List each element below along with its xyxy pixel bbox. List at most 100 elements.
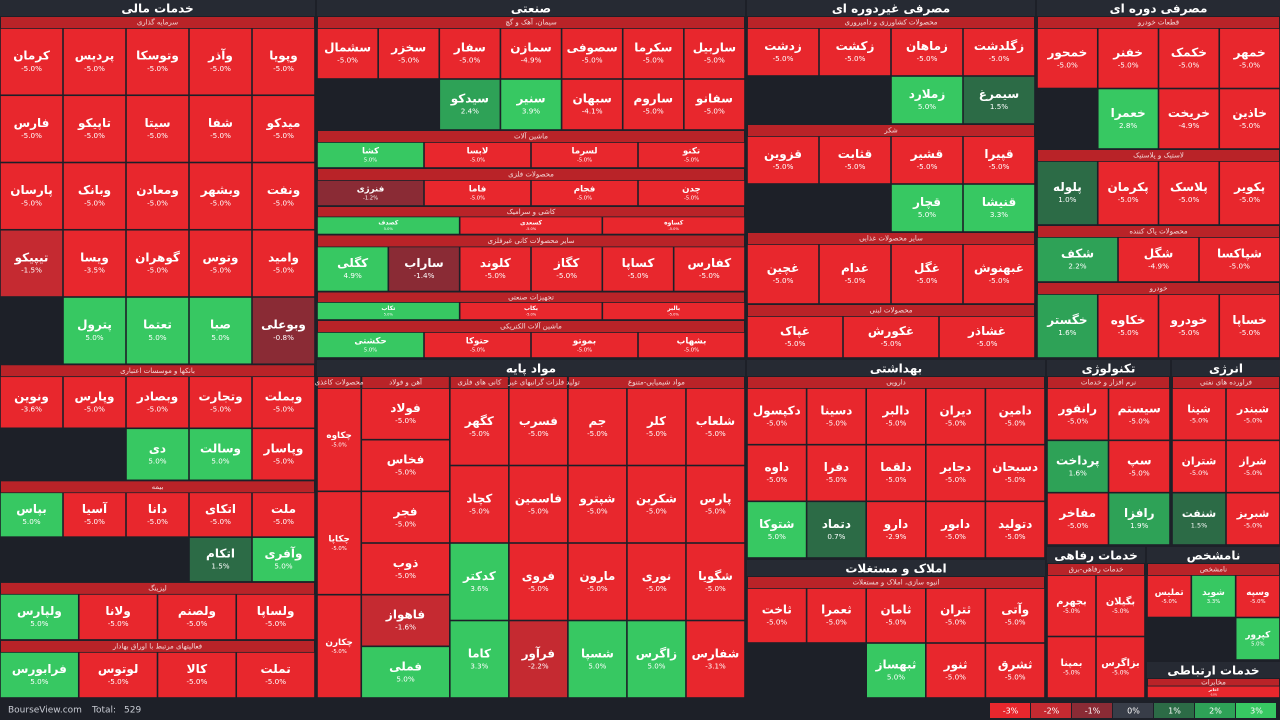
tile — [891, 184, 963, 232]
tile — [985, 588, 1045, 643]
tile — [602, 216, 745, 235]
tile-change: -5.0% — [84, 404, 105, 413]
tile-change: -4.9% — [1148, 262, 1169, 271]
tile-change: 5.0% — [211, 333, 229, 342]
tile — [747, 136, 819, 184]
tile-change: -5.0% — [643, 56, 664, 65]
tile — [78, 652, 158, 698]
tile-change: -5.0% — [273, 266, 294, 275]
tile — [1097, 294, 1159, 358]
tile-change: -5.0% — [1239, 328, 1260, 337]
group-header — [748, 377, 1044, 388]
group-header — [318, 131, 744, 142]
tile-change: -5.0% — [1239, 60, 1260, 69]
tile — [638, 332, 745, 358]
tile-change: -5.0% — [1118, 328, 1139, 337]
tile-change: -4.1% — [582, 107, 603, 116]
tile-name: فاسمین — [515, 491, 562, 506]
tile-change: 5.0% — [588, 661, 606, 670]
sector-title: خدمات رفاهی — [1054, 549, 1137, 563]
tile-change: -5.0% — [1118, 195, 1139, 204]
tile — [673, 246, 745, 292]
tile — [925, 643, 986, 698]
sector-header — [747, 0, 1035, 16]
tile — [747, 501, 807, 558]
tile — [0, 229, 63, 297]
tile-change: 1.6% — [1069, 469, 1087, 478]
tile-change: 1.9% — [1130, 521, 1148, 530]
tile-change: -5.0% — [766, 618, 787, 627]
tile-change: 5.0% — [396, 674, 414, 683]
tile-change: -5.0% — [704, 107, 725, 116]
tile-name: وآذر — [207, 48, 233, 64]
tile — [459, 216, 603, 235]
tile — [157, 652, 237, 698]
tile-change: -5.0% — [395, 571, 416, 580]
sector-title: انرژی — [1209, 362, 1243, 376]
tile — [361, 543, 450, 595]
group-header — [748, 305, 1034, 316]
tile-change: -5.0% — [147, 131, 168, 140]
group-title: ماشین آلات الکتریکی — [500, 322, 562, 331]
tile — [1108, 492, 1170, 545]
tile-change: -5.0% — [773, 276, 794, 285]
tile — [252, 229, 315, 297]
tile — [189, 297, 252, 365]
tile — [189, 162, 252, 230]
tile-change: -2.2% — [528, 661, 549, 670]
tile-name: بزاگرس — [1101, 657, 1139, 669]
tile-name: ثامان — [881, 603, 912, 617]
tile-change: -5.0% — [265, 619, 286, 628]
tile — [806, 501, 866, 558]
group-title: لیزینگ — [148, 583, 166, 592]
legend-label: -1% — [1085, 707, 1101, 716]
tile — [450, 388, 509, 466]
tile — [63, 28, 126, 96]
tile-name: شپاکسا — [1217, 247, 1262, 261]
tile — [0, 594, 79, 640]
tile-change: -4.9% — [521, 56, 542, 65]
tile-change: -5.0% — [668, 313, 679, 317]
tile-change: -5.0% — [1067, 416, 1088, 425]
tile-change: -5.0% — [977, 339, 998, 348]
tile-change: -5.0% — [1250, 599, 1265, 605]
group-title: محصولات پاک کننده — [1129, 228, 1187, 236]
tile — [747, 388, 807, 445]
tile-change: -5.0% — [886, 418, 907, 427]
tile-name: وبوعلی — [261, 318, 306, 333]
tile-name: شسپا — [581, 646, 614, 660]
tile — [1172, 388, 1226, 441]
tile — [963, 76, 1035, 124]
group-title: انبوه سازی، املاک و مستغلات — [852, 579, 939, 587]
group-header — [1048, 564, 1144, 575]
tile-change: -5.0% — [699, 271, 720, 280]
tile — [0, 95, 63, 163]
sector-title: بهداشتی — [870, 362, 922, 376]
tile-name: وسالت — [200, 441, 241, 456]
tile-change: 5.0% — [22, 517, 40, 526]
tile-change: -5.0% — [84, 517, 105, 526]
tile — [747, 28, 819, 76]
group-header — [318, 377, 361, 388]
tile-change: -5.0% — [587, 506, 608, 515]
tile-name: غدام — [841, 261, 869, 276]
tile — [1226, 388, 1280, 441]
tile — [126, 229, 189, 297]
sector-title: خدمات مالی — [121, 2, 193, 16]
tile-change: -5.0% — [147, 266, 168, 275]
tile — [1219, 294, 1280, 358]
tile-name: وامید — [268, 250, 299, 265]
tile-change: 5.0% — [918, 210, 936, 219]
tile-name: چدن — [682, 185, 701, 195]
tile-name: سخزر — [390, 41, 426, 55]
tile-change: -5.0% — [459, 56, 480, 65]
tile-change: -5.0% — [1244, 417, 1263, 425]
tile — [985, 388, 1045, 445]
tile-name: وتجارت — [198, 389, 242, 404]
tile-name: دامین — [999, 403, 1032, 418]
tile-name: دسینا — [820, 403, 852, 417]
tile — [317, 594, 362, 698]
tile-change: -5.0% — [826, 475, 847, 484]
group-header — [362, 377, 449, 388]
tile — [1158, 88, 1220, 149]
